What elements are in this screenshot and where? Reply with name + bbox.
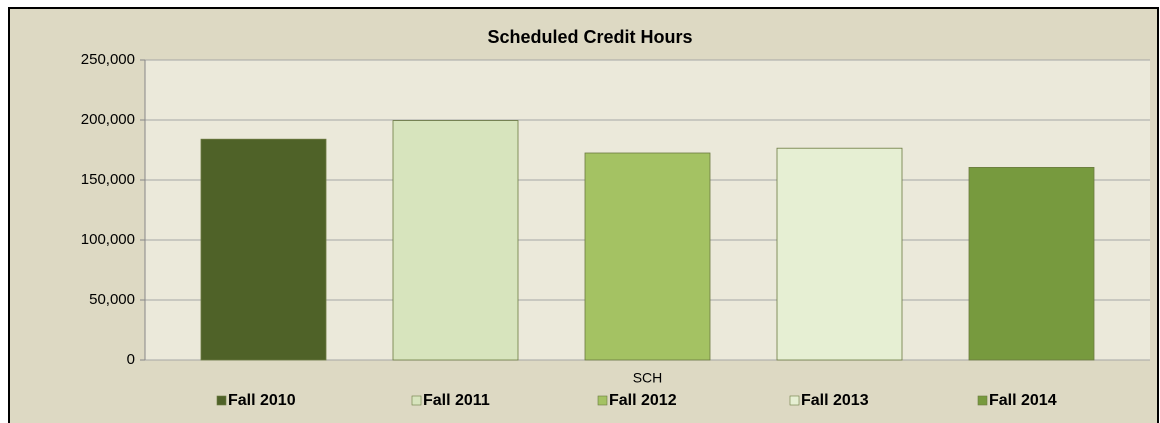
legend-label: Fall 2014 xyxy=(989,392,1057,409)
y-tick-label: 250,000 xyxy=(81,51,135,68)
legend-swatch xyxy=(216,395,227,406)
y-tick-label: 100,000 xyxy=(81,231,135,248)
chart-title: Scheduled Credit Hours xyxy=(487,27,692,47)
legend-label: Fall 2013 xyxy=(801,392,869,409)
y-tick-label: 150,000 xyxy=(81,171,135,188)
legend-label: Fall 2012 xyxy=(609,392,677,409)
y-tick-label: 200,000 xyxy=(81,111,135,128)
legend-swatch xyxy=(789,395,800,406)
y-tick-label: 50,000 xyxy=(89,291,135,308)
bar xyxy=(200,138,327,361)
legend-swatch xyxy=(597,395,608,406)
legend-label: Fall 2011 xyxy=(423,392,490,409)
bar xyxy=(776,147,903,361)
legend-swatch xyxy=(411,395,422,406)
bar xyxy=(968,166,1095,361)
y-tick-label: 0 xyxy=(127,351,135,368)
x-tick-label: SCH xyxy=(633,370,663,386)
bar xyxy=(584,152,711,361)
legend-label: Fall 2010 xyxy=(228,392,296,409)
bar xyxy=(392,120,519,361)
legend-swatch xyxy=(977,395,988,406)
